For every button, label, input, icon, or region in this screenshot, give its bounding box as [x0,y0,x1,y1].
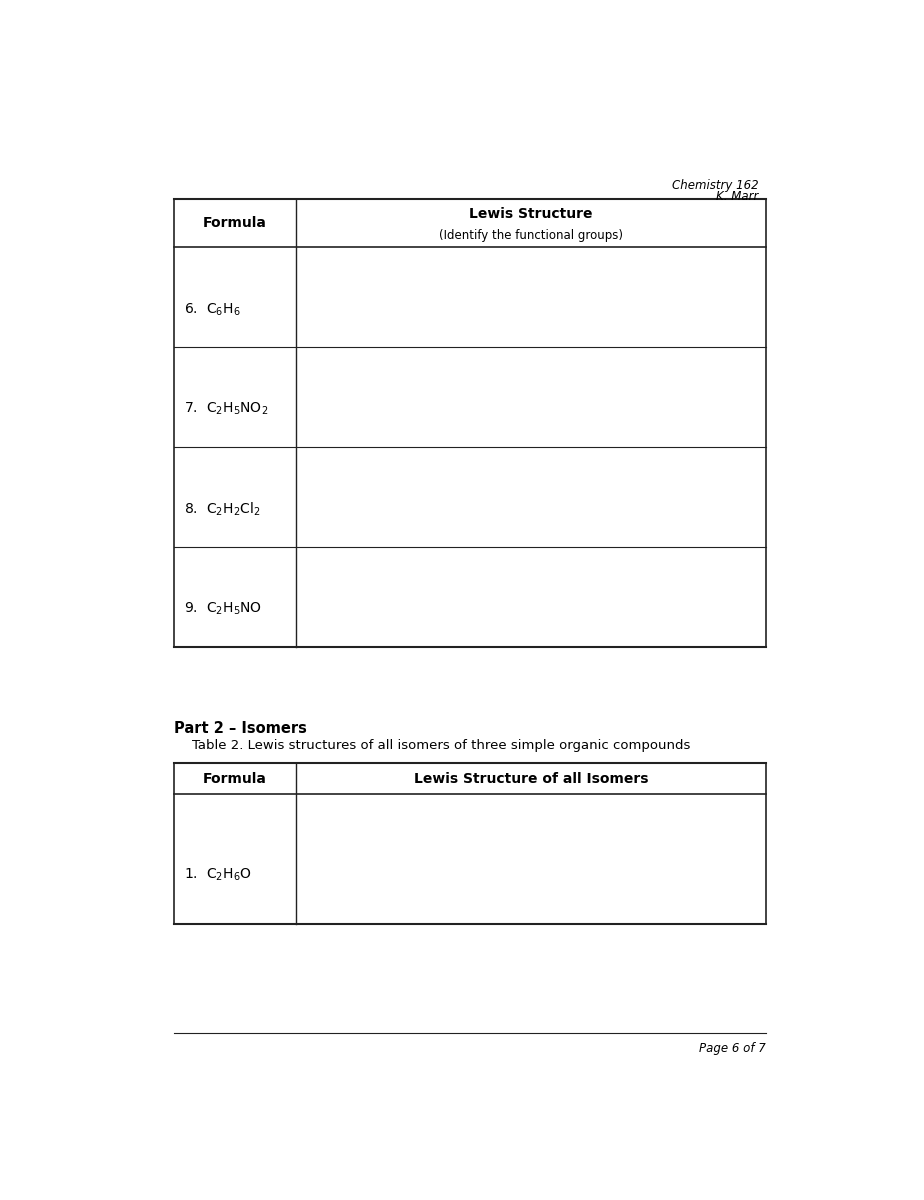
Text: Chemistry 162: Chemistry 162 [672,179,759,192]
Text: Formula: Formula [203,216,267,230]
Text: Part 2 – Isomers: Part 2 – Isomers [175,720,307,736]
Text: Formula: Formula [203,772,267,786]
Text: Lewis Structure of all Isomers: Lewis Structure of all Isomers [414,772,648,786]
Text: 9.  C$_2$H$_5$NO: 9. C$_2$H$_5$NO [184,600,261,617]
Text: Page 6 of 7: Page 6 of 7 [699,1042,766,1055]
Text: (Identify the functional groups): (Identify the functional groups) [439,229,623,242]
Text: Table 2. Lewis structures of all isomers of three simple organic compounds: Table 2. Lewis structures of all isomers… [192,739,690,752]
Text: 1.  C$_2$H$_6$O: 1. C$_2$H$_6$O [184,866,251,883]
Text: 6.  C$_6$H$_6$: 6. C$_6$H$_6$ [184,301,240,318]
Text: 7.  C$_2$H$_5$NO$_2$: 7. C$_2$H$_5$NO$_2$ [184,401,268,418]
Text: Lewis Structure: Lewis Structure [469,208,592,221]
Text: 8.  C$_2$H$_2$Cl$_2$: 8. C$_2$H$_2$Cl$_2$ [184,500,260,517]
Text: K. Marr: K. Marr [716,190,759,203]
